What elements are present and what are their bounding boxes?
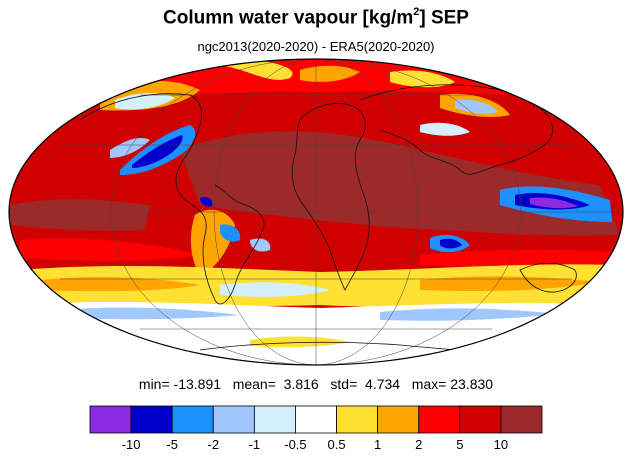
field-region (115, 92, 175, 110)
colorbar-swatch (295, 405, 337, 434)
colorbar-tick-label: 10 (493, 437, 509, 452)
field-region (220, 60, 293, 80)
mean-label: mean= (232, 376, 276, 392)
field-region (420, 276, 600, 292)
globe-outline (8, 58, 624, 366)
title-superscript: 2 (413, 6, 420, 18)
colorbar-tick-label: 2 (415, 437, 423, 452)
chart-title: Column water vapour [kg/m2] SEP (0, 6, 632, 29)
field-region (180, 131, 620, 236)
field-region (60, 307, 240, 320)
field-region (420, 249, 610, 268)
colorbar-swatch (89, 405, 132, 434)
colorbar-swatch (171, 405, 214, 434)
min-value: -13.891 (173, 376, 222, 392)
field-region (10, 199, 150, 231)
field-region (132, 135, 183, 168)
statistics-line: min= -13.891 mean= 3.816 std= 4.734 max=… (0, 376, 632, 392)
colorbar-tick-label: -0.5 (284, 437, 307, 452)
colorbar-swatch (500, 405, 543, 434)
field-region (220, 282, 330, 297)
colorbar-swatch (418, 405, 461, 434)
colorbar-swatch (212, 405, 255, 434)
colorbar-swatch (336, 405, 379, 434)
colorbar-tick-label: -5 (166, 437, 178, 452)
mean-value: 3.816 (283, 376, 319, 392)
field-region (20, 264, 620, 308)
colorbar-tick-label: 1 (374, 437, 382, 452)
field-region (20, 238, 200, 261)
field-region (250, 336, 350, 348)
colorbar-swatch (130, 405, 173, 434)
colorbar-tick-label: -10 (121, 437, 141, 452)
field-region (220, 224, 241, 242)
title-main: Column water vapour [kg/m (163, 7, 414, 29)
std-label: std= (330, 376, 358, 392)
colorbar-tick-label: -1 (248, 437, 261, 452)
field-region (40, 277, 200, 292)
colorbar-swatch (253, 405, 296, 434)
max-label: max= (411, 376, 447, 392)
title-suffix: ] SEP (419, 7, 469, 29)
colorbar-tick-label: 5 (456, 437, 464, 452)
colorbar-swatch (459, 405, 502, 434)
min-label: min= (138, 376, 170, 392)
field-region (440, 238, 462, 249)
field-region (200, 197, 213, 207)
std-value: 4.734 (365, 376, 401, 392)
colorbar-tick-label: -2 (207, 437, 220, 452)
colorbar-swatch (377, 405, 420, 434)
graticule (9, 59, 623, 365)
map-field (9, 59, 623, 365)
field-region (300, 65, 360, 82)
field-region (250, 238, 271, 252)
field-region (420, 122, 470, 136)
field-region (455, 99, 498, 114)
field-region (530, 197, 578, 209)
colorbar-tick-label: 0.5 (327, 437, 346, 452)
max-value: 23.830 (450, 376, 494, 392)
chart-subtitle: ngc2013(2020-2020) - ERA5(2020-2020) (197, 39, 435, 54)
field-region (380, 308, 560, 321)
